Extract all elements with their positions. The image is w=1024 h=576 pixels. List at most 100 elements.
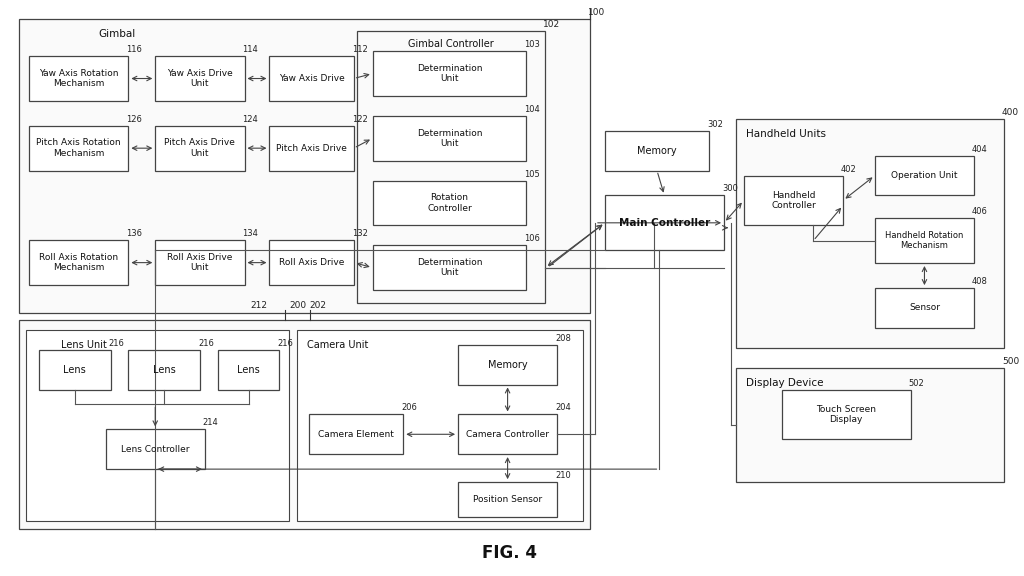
Text: 105: 105 xyxy=(524,169,541,179)
Bar xyxy=(743,176,843,225)
Bar xyxy=(874,156,974,195)
Bar xyxy=(297,330,583,521)
Bar xyxy=(269,126,353,170)
Text: Roll Axis Rotation
Mechanism: Roll Axis Rotation Mechanism xyxy=(39,253,119,272)
Bar xyxy=(269,240,353,285)
Bar xyxy=(105,429,205,469)
Bar xyxy=(781,389,910,439)
Bar xyxy=(269,56,353,101)
Text: 122: 122 xyxy=(352,115,368,124)
Text: Determination
Unit: Determination Unit xyxy=(417,64,482,84)
Bar xyxy=(156,126,245,170)
Text: 500: 500 xyxy=(1001,357,1019,366)
Text: Gimbal: Gimbal xyxy=(98,29,136,39)
Text: Handheld Rotation
Mechanism: Handheld Rotation Mechanism xyxy=(886,231,964,251)
Text: 404: 404 xyxy=(972,145,988,154)
Text: 134: 134 xyxy=(243,229,258,238)
Text: 216: 216 xyxy=(109,339,125,348)
Text: 214: 214 xyxy=(203,418,219,427)
Bar xyxy=(128,350,200,389)
Text: Memory: Memory xyxy=(637,146,677,156)
Bar xyxy=(29,56,128,101)
Text: 210: 210 xyxy=(555,471,571,480)
Text: Pitch Axis Rotation
Mechanism: Pitch Axis Rotation Mechanism xyxy=(37,138,121,158)
Text: Yaw Axis Rotation
Mechanism: Yaw Axis Rotation Mechanism xyxy=(39,69,119,88)
Text: 402: 402 xyxy=(841,165,857,173)
Text: 106: 106 xyxy=(524,234,541,243)
Text: Main Controller: Main Controller xyxy=(618,218,710,228)
Text: Lens: Lens xyxy=(153,365,175,374)
Bar xyxy=(29,126,128,170)
Bar xyxy=(156,240,245,285)
Bar xyxy=(736,119,1004,348)
Text: 116: 116 xyxy=(126,45,142,54)
Bar xyxy=(373,245,526,290)
Text: Roll Axis Drive: Roll Axis Drive xyxy=(279,258,344,267)
Text: Yaw Axis Drive
Unit: Yaw Axis Drive Unit xyxy=(167,69,232,88)
Text: 216: 216 xyxy=(278,339,293,348)
Text: Determination
Unit: Determination Unit xyxy=(417,128,482,148)
Bar xyxy=(605,131,709,170)
Text: 206: 206 xyxy=(401,403,417,412)
Bar xyxy=(356,31,546,303)
Text: 216: 216 xyxy=(198,339,214,348)
Bar xyxy=(458,482,557,517)
Text: 208: 208 xyxy=(555,334,571,343)
Text: Sensor: Sensor xyxy=(909,304,940,312)
Text: Roll Axis Drive
Unit: Roll Axis Drive Unit xyxy=(167,253,232,272)
Bar xyxy=(458,414,557,454)
Text: 126: 126 xyxy=(126,115,142,124)
Text: 124: 124 xyxy=(243,115,258,124)
Text: Pitch Axis Drive
Unit: Pitch Axis Drive Unit xyxy=(165,138,236,158)
Text: Lens Unit: Lens Unit xyxy=(61,340,106,350)
Text: 103: 103 xyxy=(524,40,541,49)
Bar xyxy=(27,330,289,521)
Text: Operation Unit: Operation Unit xyxy=(891,171,957,180)
Text: FIG. 4: FIG. 4 xyxy=(482,544,537,562)
Text: 204: 204 xyxy=(555,403,571,412)
Bar xyxy=(874,218,974,263)
Text: 136: 136 xyxy=(126,229,142,238)
Text: Display Device: Display Device xyxy=(745,377,823,388)
Text: 132: 132 xyxy=(352,229,368,238)
Bar xyxy=(309,414,403,454)
Text: 102: 102 xyxy=(544,20,560,29)
Bar xyxy=(29,240,128,285)
Text: 302: 302 xyxy=(708,120,723,129)
Text: Camera Controller: Camera Controller xyxy=(466,430,549,439)
Bar xyxy=(19,20,590,313)
Text: Lens: Lens xyxy=(238,365,260,374)
Bar xyxy=(373,116,526,161)
Text: Lens: Lens xyxy=(63,365,86,374)
Text: 502: 502 xyxy=(908,378,925,388)
Text: 406: 406 xyxy=(972,207,988,217)
Bar xyxy=(156,56,245,101)
Text: 114: 114 xyxy=(243,45,258,54)
Text: 104: 104 xyxy=(524,105,541,114)
Bar xyxy=(39,350,111,389)
Text: Determination
Unit: Determination Unit xyxy=(417,258,482,277)
Text: Yaw Axis Drive: Yaw Axis Drive xyxy=(279,74,344,83)
Bar xyxy=(605,195,724,250)
Text: Gimbal Controller: Gimbal Controller xyxy=(409,39,494,49)
Bar xyxy=(373,180,526,225)
Text: Lens Controller: Lens Controller xyxy=(121,445,189,454)
Text: 200: 200 xyxy=(290,301,307,310)
Text: Position Sensor: Position Sensor xyxy=(473,495,542,504)
Text: 112: 112 xyxy=(352,45,368,54)
Bar xyxy=(218,350,280,389)
Text: 212: 212 xyxy=(250,301,267,310)
Text: 408: 408 xyxy=(972,277,988,286)
Bar xyxy=(458,344,557,385)
Bar xyxy=(19,320,590,529)
Text: Touch Screen
Display: Touch Screen Display xyxy=(816,405,877,424)
Text: 100: 100 xyxy=(588,8,605,17)
Text: Camera Unit: Camera Unit xyxy=(307,340,369,350)
Text: 202: 202 xyxy=(309,301,327,310)
Bar xyxy=(736,367,1004,482)
Text: Camera Element: Camera Element xyxy=(318,430,394,439)
Bar xyxy=(874,288,974,328)
Text: Handheld Units: Handheld Units xyxy=(745,129,825,139)
Text: 400: 400 xyxy=(1001,108,1019,117)
Text: Memory: Memory xyxy=(487,359,527,370)
